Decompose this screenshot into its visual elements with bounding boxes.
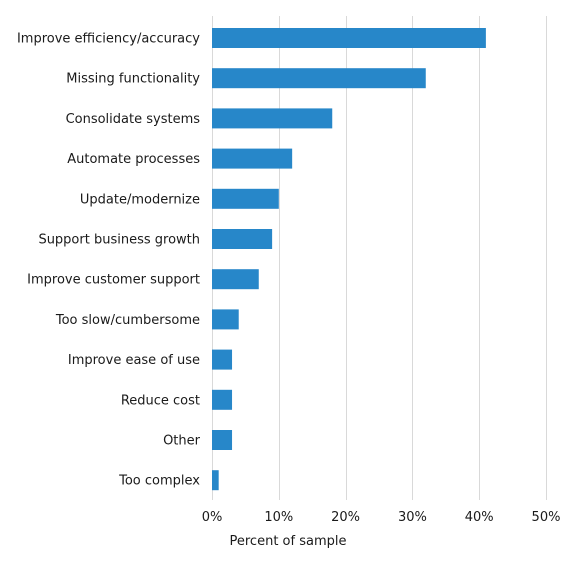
bar <box>212 229 273 249</box>
x-tick-label: 50% <box>532 510 561 525</box>
x-tick-labels: 0% 10% 20% 30% 40% 50% <box>202 510 561 525</box>
category-label: Improve ease of use <box>68 353 200 368</box>
category-label: Too slow/cumbersome <box>55 313 200 328</box>
category-label: Automate processes <box>67 152 200 167</box>
bar <box>212 389 233 410</box>
bar <box>212 470 219 491</box>
category-label: Support business growth <box>38 233 200 248</box>
category-label: Update/modernize <box>80 192 200 207</box>
bar <box>212 430 233 450</box>
category-label: Consolidate systems <box>66 112 201 127</box>
category-label: Improve customer support <box>27 273 200 288</box>
bar <box>212 28 486 48</box>
bar <box>212 269 259 290</box>
category-labels: Improve efficiency/accuracy Missing funct… <box>17 32 201 489</box>
category-label: Improve efficiency/accuracy <box>17 32 200 47</box>
x-tick-label: 40% <box>465 510 494 525</box>
bar <box>212 148 293 169</box>
x-tick-label: 30% <box>398 510 427 525</box>
x-tick-label: 10% <box>264 510 293 525</box>
bar <box>212 349 233 370</box>
category-label: Reduce cost <box>121 393 200 408</box>
gridlines <box>212 16 547 500</box>
bars <box>212 28 486 491</box>
bar <box>212 68 426 89</box>
category-label: Missing functionality <box>66 72 200 87</box>
x-tick-label: 0% <box>202 510 223 525</box>
bar <box>212 309 239 330</box>
category-label: Other <box>163 434 201 449</box>
category-label: Too complex <box>118 474 200 489</box>
x-tick-label: 20% <box>331 510 360 525</box>
x-axis-label: Percent of sample <box>230 534 347 549</box>
bar <box>212 188 279 209</box>
bar <box>212 108 333 129</box>
